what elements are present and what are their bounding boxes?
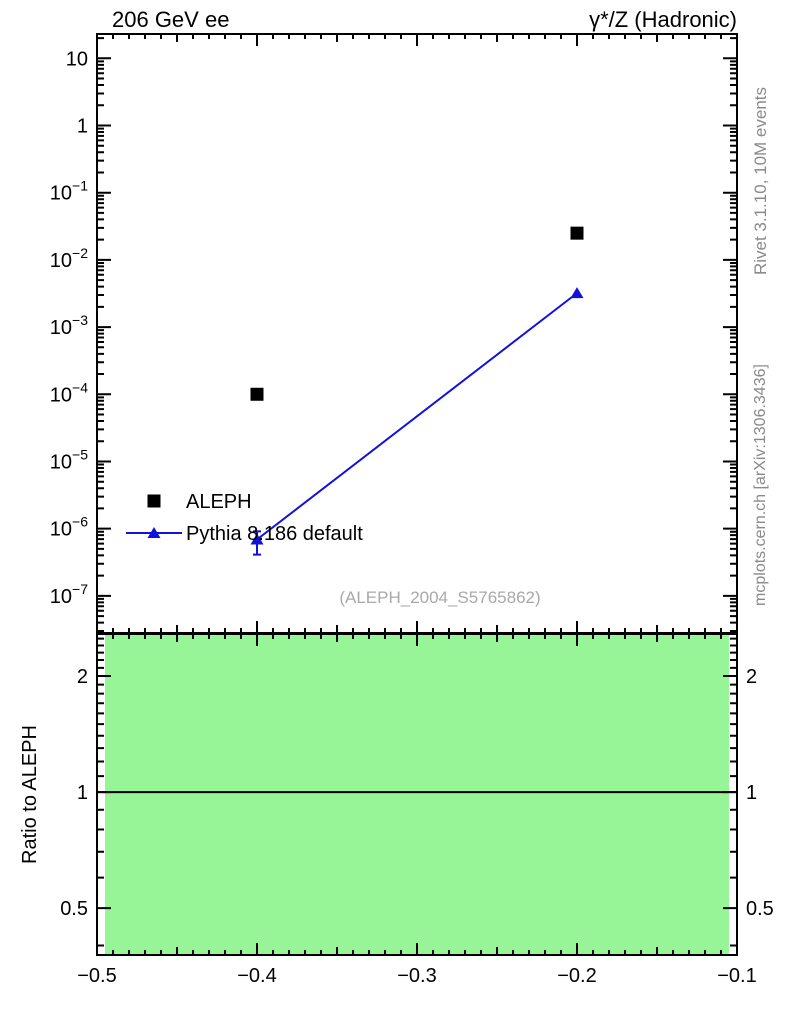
main-y-tick-label: 1 [77, 115, 88, 137]
main-y-tick-label: 10−3 [50, 312, 88, 339]
data-series-group [250, 226, 584, 556]
x-tick-label: −0.1 [717, 965, 756, 987]
mcplots-arxiv-watermark: mcplots.cern.ch [arXiv:1306.3436] [752, 364, 769, 606]
ratio-y-axis-label: Ratio to ALEPH [19, 725, 41, 864]
series-line [256, 292, 578, 541]
main-y-tick-label: 10−1 [50, 178, 88, 205]
series-square [250, 226, 584, 401]
main-y-tick-label: 10−5 [50, 446, 88, 473]
legend-marker-triangle [147, 527, 161, 538]
ratio-uncertainty-band-group [105, 635, 729, 954]
data-point-square [570, 226, 584, 240]
data-point-triangle [570, 287, 584, 299]
ratio-y-tick-label: 0.5 [60, 898, 88, 920]
x-tick-label: −0.5 [77, 965, 116, 987]
ratio-y-tick-label: 0.5 [746, 898, 774, 920]
ratio-uncertainty-band [105, 635, 729, 954]
data-point-square [250, 387, 264, 401]
main-y-tick-label: 10−4 [50, 379, 88, 406]
ratio-y-axis-ticks [97, 637, 737, 947]
main-y-tick-label: 10 [66, 48, 88, 70]
ratio-y-tick-label: 2 [746, 666, 757, 688]
legend-marker-square [147, 494, 161, 508]
main-y-axis-ticks [97, 37, 737, 632]
legend-label-pythia: Pythia 8.186 default [186, 523, 363, 545]
main-y-tick-label: 10−2 [50, 245, 88, 272]
main-y-tick-label: 10−7 [50, 581, 88, 608]
ratio-y-tick-label: 1 [746, 782, 757, 804]
plot-title-left: 206 GeV ee [112, 7, 230, 32]
x-tick-label: −0.4 [237, 965, 276, 987]
legend-group: ALEPH Pythia 8.186 default [126, 491, 363, 545]
data-point-triangle [250, 533, 264, 545]
x-axis-ticks [96, 34, 738, 955]
plot-title-right: γ*/Z (Hadronic) [589, 7, 737, 32]
analysis-id-watermark: (ALEPH_2004_S5765862) [339, 588, 541, 607]
main-y-tick-label: 10−6 [50, 514, 88, 541]
ratio-y-tick-label: 2 [77, 666, 88, 688]
rivet-version-watermark: Rivet 3.1.10, 10M events [751, 86, 770, 276]
legend-label-aleph: ALEPH [186, 491, 252, 513]
ratio-y-tick-label: 1 [77, 782, 88, 804]
axis-ticks-group [96, 34, 738, 955]
x-tick-label: −0.3 [397, 965, 436, 987]
series-triangle [250, 287, 584, 556]
x-tick-label: −0.2 [557, 965, 596, 987]
